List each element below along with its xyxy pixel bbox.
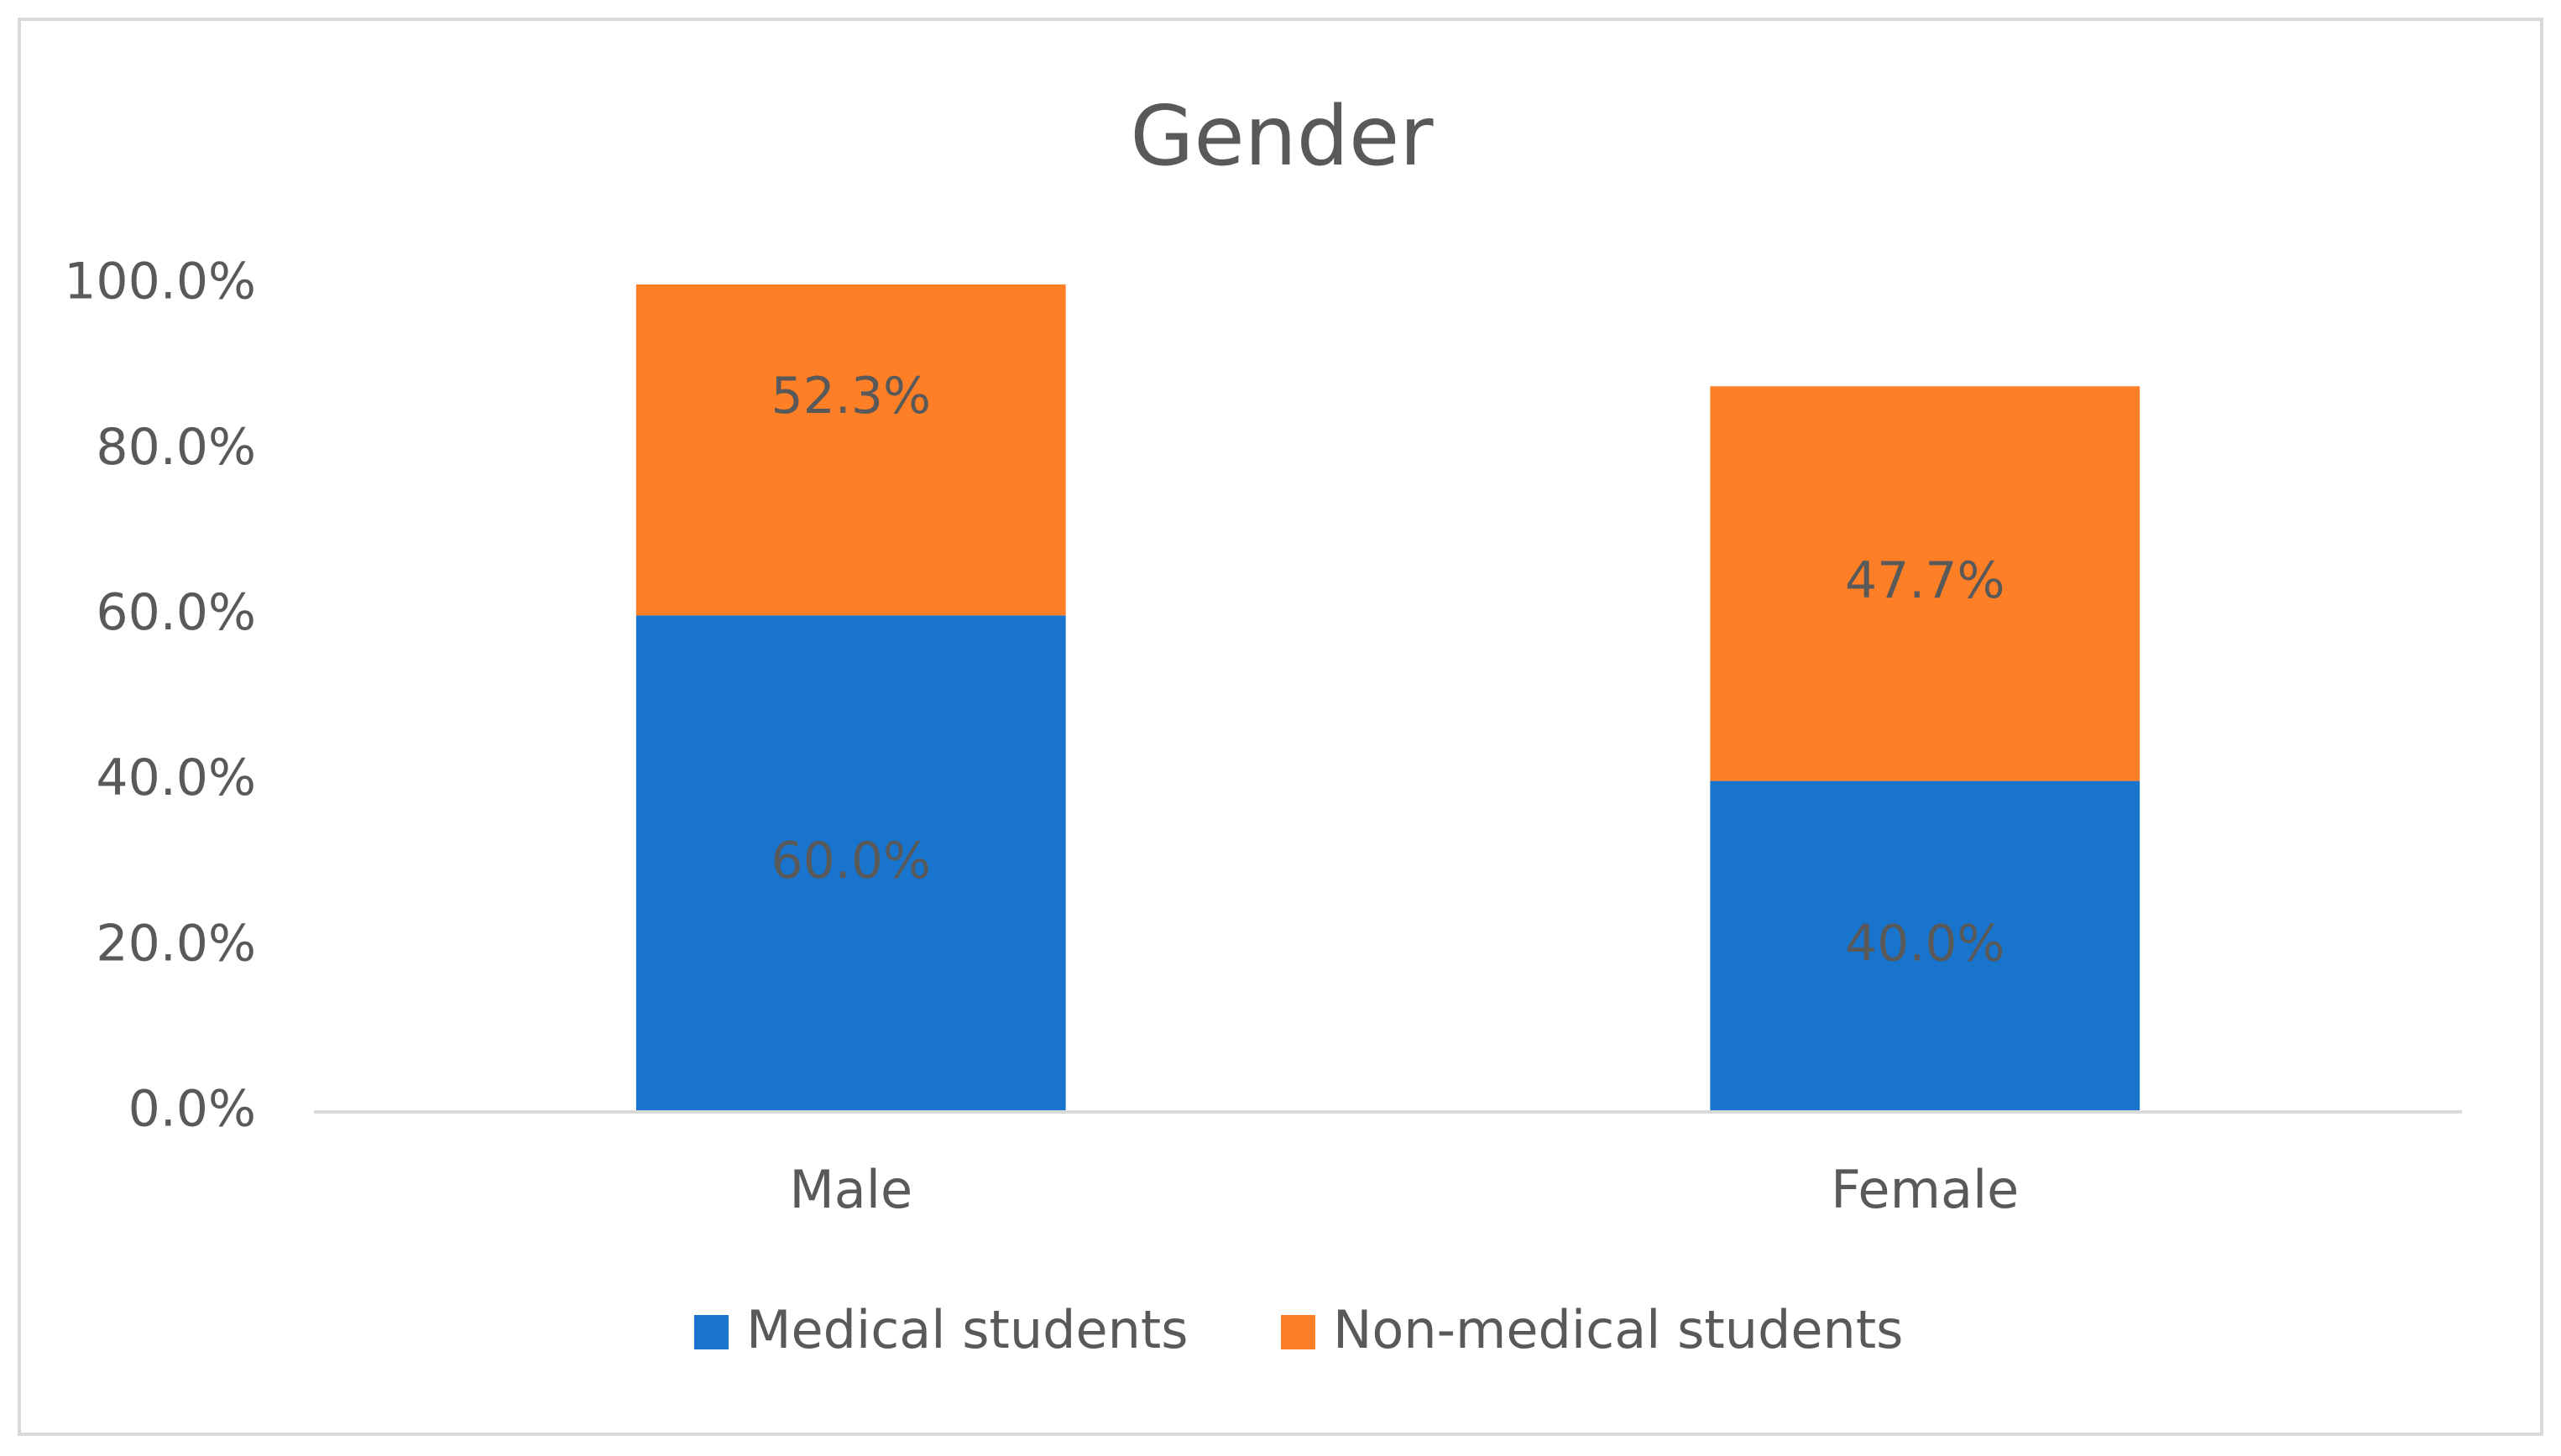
bar-segment (635, 284, 1066, 616)
y-tick-label: 100.0% (64, 253, 256, 311)
plot-area (635, 284, 2140, 1112)
chart-border (18, 18, 2543, 1436)
y-tick-label: 20.0% (96, 914, 256, 973)
y-tick-label: 80.0% (96, 418, 256, 477)
bar-segment (1710, 780, 2140, 1112)
legend-label: Non-medical students (1333, 1299, 1903, 1360)
x-tick-label: Female (1831, 1159, 2019, 1220)
bar-segment (1710, 386, 2140, 781)
data-label: 47.7% (1845, 551, 2005, 610)
x-tick-label: Male (789, 1159, 912, 1220)
data-label: 60.0% (771, 832, 931, 890)
y-tick-label: 0.0% (128, 1080, 256, 1139)
legend-swatch (1281, 1315, 1315, 1349)
data-label: 40.0% (1845, 914, 2005, 973)
y-tick-label: 60.0% (96, 583, 256, 642)
chart-title: Gender (1130, 89, 1434, 185)
legend-swatch (694, 1315, 729, 1349)
data-label: 52.3% (771, 367, 931, 425)
y-tick-label: 40.0% (96, 749, 256, 807)
bar-segment (635, 615, 1066, 1112)
legend-label: Medical students (746, 1299, 1189, 1360)
